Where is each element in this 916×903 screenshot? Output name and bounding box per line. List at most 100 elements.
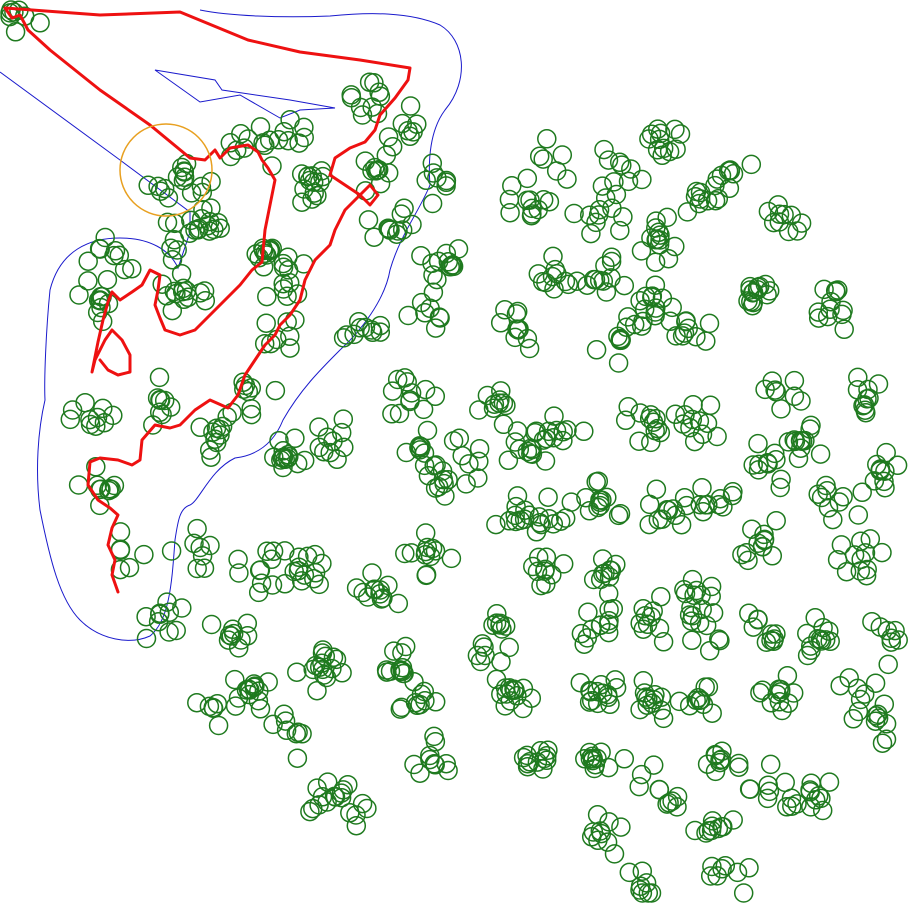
tree-marker[interactable] bbox=[624, 314, 645, 335]
tree-marker[interactable] bbox=[574, 421, 594, 442]
tree-marker[interactable] bbox=[618, 307, 638, 327]
tree-marker[interactable] bbox=[823, 509, 843, 530]
tree-marker[interactable] bbox=[162, 250, 183, 270]
tree-marker[interactable] bbox=[757, 788, 778, 809]
tree-marker[interactable] bbox=[172, 157, 192, 178]
tree-marker[interactable] bbox=[260, 239, 281, 260]
tree-marker[interactable] bbox=[527, 752, 548, 772]
tree-marker[interactable] bbox=[604, 844, 625, 864]
tree-marker[interactable] bbox=[519, 338, 540, 359]
tree-marker[interactable] bbox=[876, 442, 896, 463]
tree-marker[interactable] bbox=[456, 474, 476, 494]
tree-marker[interactable] bbox=[707, 866, 727, 886]
tree-marker[interactable] bbox=[162, 300, 183, 321]
tree-marker[interactable] bbox=[583, 269, 604, 290]
tree-marker[interactable] bbox=[200, 535, 220, 556]
tree-marker[interactable] bbox=[633, 599, 653, 619]
tree-marker[interactable] bbox=[161, 541, 182, 561]
tree-marker[interactable] bbox=[774, 204, 794, 225]
tree-marker[interactable] bbox=[176, 281, 197, 301]
tree-marker[interactable] bbox=[423, 282, 444, 303]
tree-marker[interactable] bbox=[486, 514, 506, 535]
tree-marker[interactable] bbox=[657, 499, 677, 520]
tree-marker[interactable] bbox=[700, 866, 721, 886]
tree-marker[interactable] bbox=[536, 574, 556, 594]
tree-marker[interactable] bbox=[770, 477, 790, 498]
tree-marker[interactable] bbox=[792, 431, 813, 451]
tree-marker[interactable] bbox=[493, 393, 514, 413]
tree-marker[interactable] bbox=[595, 188, 616, 208]
tree-marker[interactable] bbox=[768, 195, 788, 215]
tree-marker[interactable] bbox=[362, 97, 382, 117]
tree-marker[interactable] bbox=[851, 531, 871, 551]
tree-marker[interactable] bbox=[817, 306, 838, 327]
tree-marker[interactable] bbox=[818, 498, 839, 518]
tree-marker[interactable] bbox=[350, 318, 370, 338]
tree-marker[interactable] bbox=[659, 141, 680, 162]
tree-marker[interactable] bbox=[808, 302, 829, 322]
tree-marker[interactable] bbox=[200, 211, 220, 232]
tree-marker[interactable] bbox=[69, 285, 89, 305]
tree-marker[interactable] bbox=[645, 275, 666, 295]
tree-marker[interactable] bbox=[528, 547, 549, 568]
tree-marker[interactable] bbox=[765, 443, 785, 464]
tree-marker[interactable] bbox=[199, 696, 220, 717]
tree-marker[interactable] bbox=[167, 167, 188, 187]
tree-marker[interactable] bbox=[865, 673, 886, 693]
tree-marker[interactable] bbox=[104, 475, 125, 496]
tree-marker[interactable] bbox=[703, 603, 724, 623]
tree-marker[interactable] bbox=[280, 338, 300, 358]
tree-marker[interactable] bbox=[712, 859, 732, 879]
tree-marker[interactable] bbox=[468, 468, 488, 488]
tree-marker[interactable] bbox=[138, 175, 158, 196]
tree-marker[interactable] bbox=[434, 473, 454, 494]
tree-marker[interactable] bbox=[500, 202, 520, 223]
tree-marker[interactable] bbox=[535, 451, 556, 471]
tree-marker[interactable] bbox=[788, 448, 809, 469]
tree-marker[interactable] bbox=[698, 495, 718, 515]
tree-marker[interactable] bbox=[248, 582, 269, 603]
tree-marker[interactable] bbox=[251, 573, 272, 593]
tree-marker[interactable] bbox=[417, 420, 438, 441]
tree-marker[interactable] bbox=[743, 455, 763, 475]
tree-marker[interactable] bbox=[739, 858, 759, 878]
tree-marker[interactable] bbox=[502, 176, 522, 196]
tree-marker[interactable] bbox=[682, 569, 703, 590]
tree-marker[interactable] bbox=[358, 210, 379, 230]
tree-marker[interactable] bbox=[700, 395, 721, 416]
tree-marker[interactable] bbox=[600, 694, 620, 715]
tree-marker[interactable] bbox=[538, 487, 558, 507]
tree-marker[interactable] bbox=[679, 695, 700, 716]
tree-marker[interactable] bbox=[763, 631, 784, 652]
tree-marker[interactable] bbox=[93, 398, 113, 419]
tree-marker[interactable] bbox=[603, 599, 624, 619]
tree-marker[interactable] bbox=[288, 722, 308, 743]
tree-marker[interactable] bbox=[416, 565, 436, 586]
tree-marker[interactable] bbox=[749, 454, 769, 475]
tree-marker[interactable] bbox=[665, 236, 685, 257]
tree-marker[interactable] bbox=[581, 223, 601, 244]
tree-marker[interactable] bbox=[539, 508, 559, 529]
tree-marker[interactable] bbox=[653, 632, 674, 652]
tree-marker[interactable] bbox=[436, 753, 456, 774]
tree-marker[interactable] bbox=[101, 479, 121, 500]
tree-marker[interactable] bbox=[357, 798, 377, 819]
tree-marker[interactable] bbox=[229, 563, 249, 583]
tree-marker[interactable] bbox=[657, 207, 677, 228]
tree-marker[interactable] bbox=[533, 149, 553, 169]
tree-marker[interactable] bbox=[557, 169, 577, 189]
tree-marker[interactable] bbox=[535, 561, 555, 581]
tree-marker[interactable] bbox=[166, 620, 186, 641]
tree-marker[interactable] bbox=[346, 815, 367, 836]
tree-marker[interactable] bbox=[580, 682, 601, 702]
tree-marker[interactable] bbox=[257, 286, 277, 307]
tree-marker[interactable] bbox=[201, 614, 222, 635]
route-line[interactable] bbox=[3, 6, 277, 377]
tree-marker[interactable] bbox=[602, 198, 622, 218]
tree-marker[interactable] bbox=[588, 471, 609, 491]
tree-marker[interactable] bbox=[410, 763, 430, 783]
tree-marker[interactable] bbox=[752, 536, 773, 557]
tree-marker[interactable] bbox=[775, 772, 795, 793]
tree-marker[interactable] bbox=[545, 259, 565, 280]
tree-marker[interactable] bbox=[414, 455, 435, 476]
